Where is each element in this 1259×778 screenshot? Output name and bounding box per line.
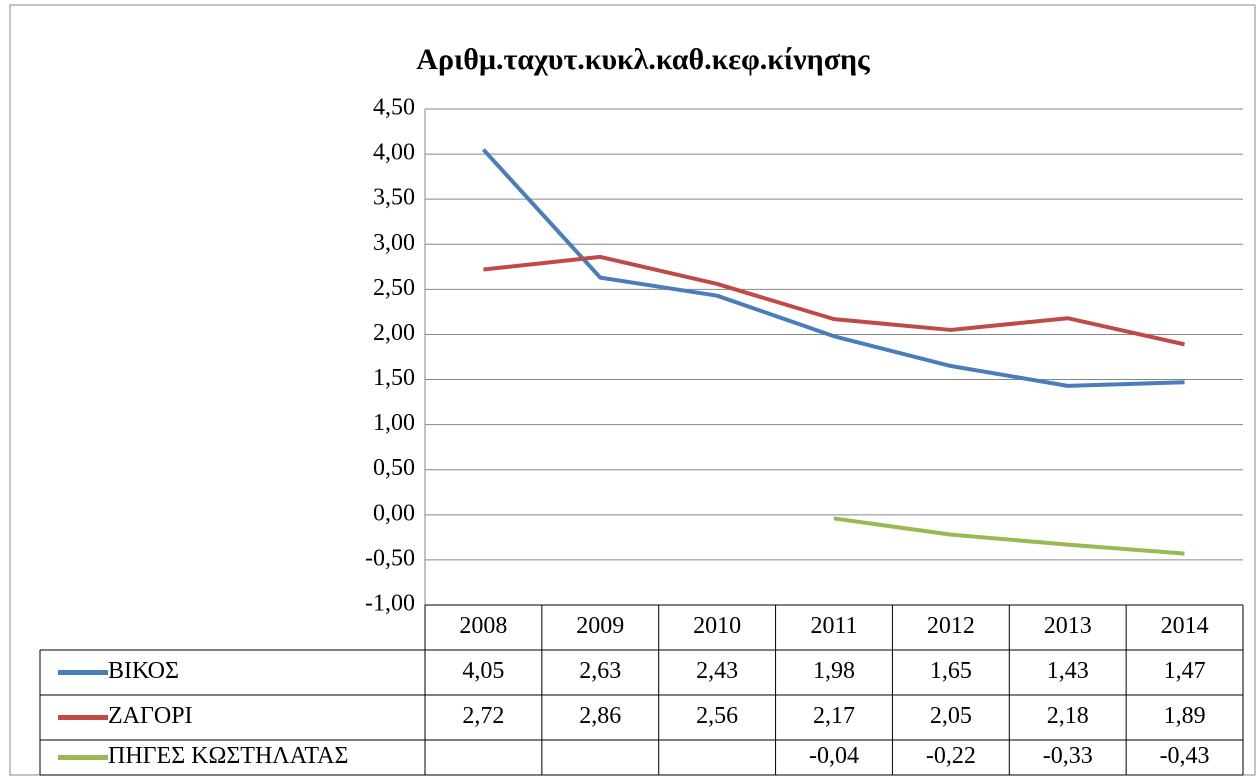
x-tick-label: 2008 xyxy=(459,613,507,639)
data-label: 1,89 xyxy=(1164,703,1206,729)
x-tick-label: 2011 xyxy=(810,613,857,639)
data-label: 2,05 xyxy=(930,703,972,729)
y-tick-label: 0,50 xyxy=(373,455,415,481)
legend-label: ΒΙΚΟΣ xyxy=(108,658,179,684)
data-label: -0,33 xyxy=(1043,743,1093,769)
data-label: 2,86 xyxy=(579,703,621,729)
y-tick-label: 4,00 xyxy=(373,140,415,166)
data-label: -0,22 xyxy=(926,743,976,769)
legend-label: ΖΑΓΟΡΙ xyxy=(108,703,193,729)
data-label: 2,18 xyxy=(1047,703,1089,729)
y-tick-label: 2,00 xyxy=(373,320,415,346)
y-tick-label: 2,50 xyxy=(373,275,415,301)
chart-title: Αριθμ.ταχυτ.κυκλ.καθ.κεφ.κίνησης xyxy=(416,43,870,76)
data-label: 2,43 xyxy=(696,658,738,684)
x-tick-label: 2012 xyxy=(927,613,975,639)
data-label: 4,05 xyxy=(462,658,504,684)
series-line xyxy=(833,516,1185,556)
data-label: 1,98 xyxy=(813,658,855,684)
legend-label: ΠΗΓΕΣ ΚΩΣΤΗΛΑΤΑΣ xyxy=(108,743,348,769)
y-tick-label: 0,00 xyxy=(373,500,415,526)
x-tick-label: 2013 xyxy=(1044,613,1092,639)
y-tick-label: -0,50 xyxy=(365,545,415,571)
y-tick-label: 3,00 xyxy=(373,230,415,256)
chart-border xyxy=(9,4,1256,776)
series-line xyxy=(483,254,1186,347)
y-tick-label: 3,50 xyxy=(373,185,415,211)
data-label: 1,65 xyxy=(930,658,972,684)
y-tick-label: 1,50 xyxy=(373,365,415,391)
data-label: 1,43 xyxy=(1047,658,1089,684)
data-label: 2,17 xyxy=(813,703,855,729)
data-label: 2,72 xyxy=(462,703,504,729)
x-tick-label: 2014 xyxy=(1161,613,1209,639)
data-label: -0,43 xyxy=(1160,743,1210,769)
data-label: 2,63 xyxy=(579,658,621,684)
series-line xyxy=(481,148,1185,388)
y-tick-label: 1,00 xyxy=(373,410,415,436)
data-label: 1,47 xyxy=(1164,658,1206,684)
x-tick-label: 2009 xyxy=(576,613,624,639)
data-label: 2,56 xyxy=(696,703,738,729)
x-tick-label: 2010 xyxy=(693,613,741,639)
y-tick-label: -1,00 xyxy=(365,591,415,617)
y-tick-label: 4,50 xyxy=(373,95,415,121)
data-label: -0,04 xyxy=(809,743,859,769)
